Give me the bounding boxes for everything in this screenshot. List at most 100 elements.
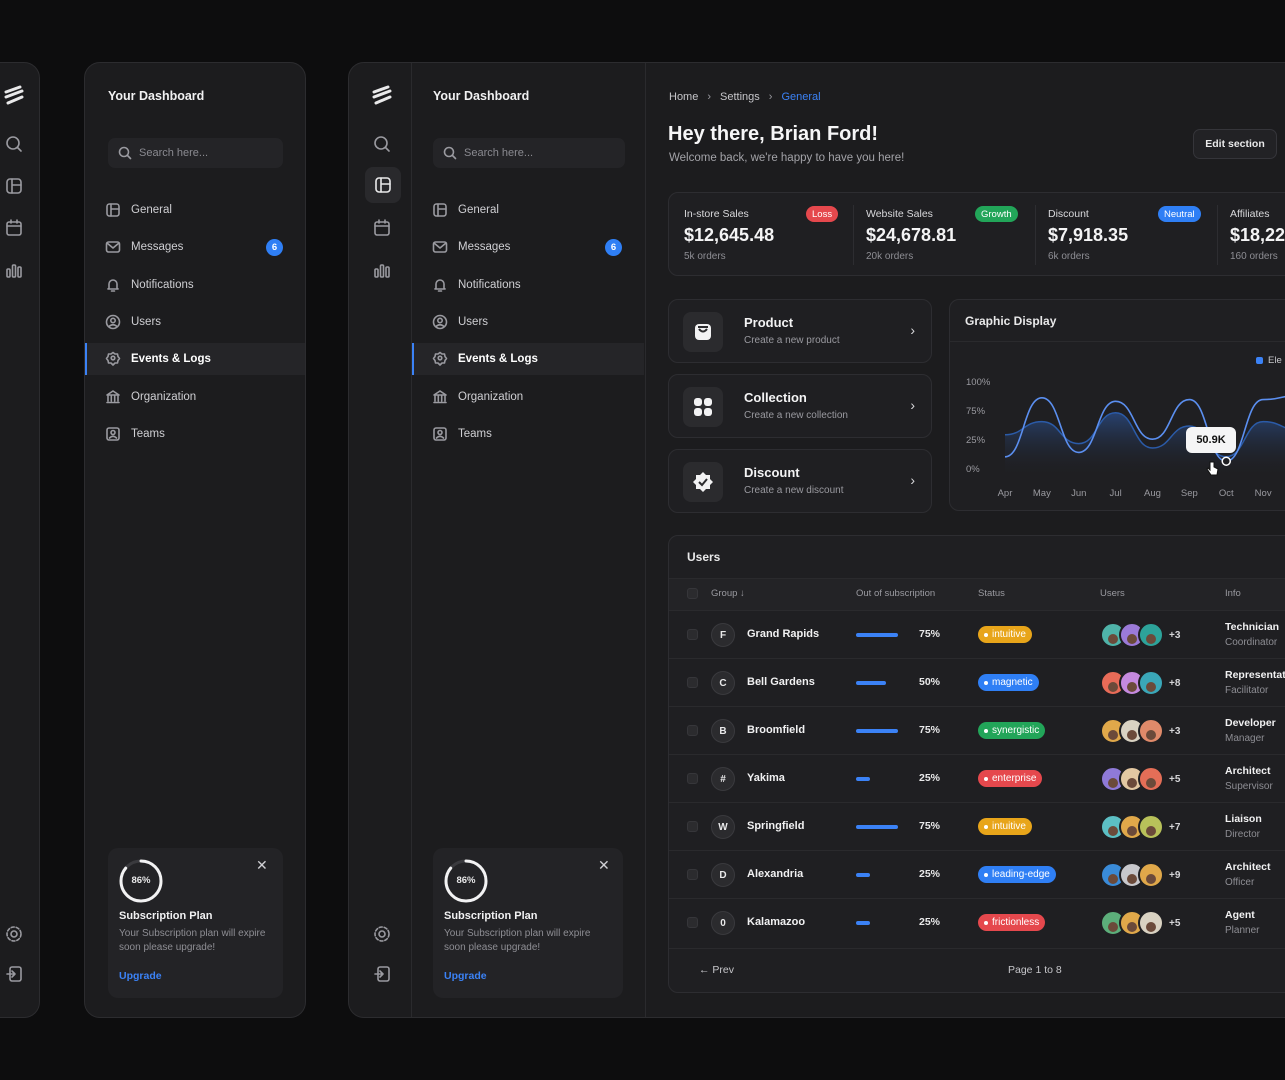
breadcrumb-settings[interactable]: Settings (720, 91, 760, 103)
sidebar-item-label: Organization (458, 390, 524, 403)
upgrade-link[interactable]: Upgrade (119, 970, 162, 982)
sidebar-item-general[interactable]: General (412, 194, 644, 226)
layout-icon[interactable] (365, 167, 401, 203)
select-all-checkbox[interactable] (687, 588, 698, 599)
sidebar-item-users[interactable]: Users (412, 306, 644, 338)
breadcrumb-home[interactable]: Home (669, 91, 699, 103)
logout-icon[interactable] (371, 963, 393, 985)
sidebar-item-messages[interactable]: Messages 6 (412, 231, 644, 263)
subscription-bar-fill (856, 633, 898, 637)
more-users-count[interactable]: +5 (1169, 917, 1181, 929)
close-icon[interactable]: ✕ (256, 857, 268, 873)
sidebar-item-notifications[interactable]: Notifications (412, 269, 644, 301)
sidebar-item-general[interactable]: General (85, 194, 305, 226)
more-users-count[interactable]: +8 (1169, 677, 1181, 689)
col-subscription: Out of subscription (856, 588, 936, 599)
row-checkbox[interactable] (687, 821, 698, 832)
table-row[interactable]: D Alexandria 25% leading-edge +9 Archite… (669, 850, 1285, 898)
prev-button[interactable]: ← Prev (699, 964, 734, 976)
badge-icon (432, 351, 448, 367)
sidebar-item-notifications[interactable]: Notifications (85, 269, 305, 301)
bell-icon (105, 277, 121, 293)
row-checkbox[interactable] (687, 917, 698, 928)
x-tick-label: May (1033, 488, 1051, 499)
table-row[interactable]: # Yakima 25% enterprise +5 Architect Sup… (669, 754, 1285, 802)
row-checkbox[interactable] (687, 773, 698, 784)
avatar[interactable] (1138, 670, 1164, 696)
sidebar-item-organization[interactable]: Organization (85, 381, 305, 413)
group-logo-icon: 0 (711, 911, 735, 935)
subscription-bar (856, 777, 900, 781)
search-input[interactable] (139, 147, 279, 159)
table-row[interactable]: W Springfield 75% intuitive +7 Liaison D… (669, 802, 1285, 850)
search-icon[interactable] (3, 133, 25, 155)
progress-ring (444, 859, 488, 903)
group-name: Broomfield (747, 724, 806, 736)
gear-icon[interactable] (371, 923, 393, 945)
table-header-bg (669, 578, 1285, 610)
left-rail-partial (0, 62, 40, 1018)
avatar[interactable] (1138, 766, 1164, 792)
sidebar-item-teams[interactable]: Teams (412, 418, 644, 450)
more-users-count[interactable]: +3 (1169, 629, 1181, 641)
gear-icon[interactable] (3, 923, 25, 945)
avatar[interactable] (1138, 622, 1164, 648)
group-logo-icon: B (711, 719, 735, 743)
close-icon[interactable]: ✕ (598, 857, 610, 873)
table-row[interactable]: 0 Kalamazoo 25% frictionless +5 Agent Pl… (669, 898, 1285, 946)
sidebar-item-label: Users (458, 315, 489, 328)
row-checkbox[interactable] (687, 629, 698, 640)
status-badge: Growth (975, 206, 1018, 222)
avatar[interactable] (1138, 910, 1164, 936)
action-subtitle: Create a new discount (744, 485, 844, 496)
breadcrumb-current[interactable]: General (781, 91, 821, 103)
stat-orders: 5k orders (684, 251, 726, 262)
col-group[interactable]: Group ↓ (711, 588, 745, 599)
calendar-icon[interactable] (3, 217, 25, 239)
search-box[interactable] (108, 138, 283, 168)
collection-card[interactable]: Collection Create a new collection › (668, 374, 932, 438)
row-checkbox[interactable] (687, 869, 698, 880)
product-card[interactable]: Product Create a new product › (668, 299, 932, 363)
chart-icon[interactable] (3, 259, 25, 281)
stat-card: Affiliates $18,22 160 orders (1230, 193, 1285, 277)
subscription-bar-fill (856, 681, 886, 685)
edit-section-button[interactable]: Edit section (1193, 129, 1277, 159)
status-dot (984, 776, 988, 781)
layout-icon (105, 202, 121, 218)
sidebar-item-messages[interactable]: Messages 6 (85, 231, 305, 263)
chevron-right-icon: › (910, 472, 915, 488)
search-icon[interactable] (371, 133, 393, 155)
table-row[interactable]: B Broomfield 75% synergistic +3 Develope… (669, 706, 1285, 754)
info-subrole: Planner (1225, 925, 1260, 936)
subscription-title: Subscription Plan (119, 910, 213, 922)
table-row[interactable]: C Bell Gardens 50% magnetic +8 Represent… (669, 658, 1285, 706)
table-row[interactable]: F Grand Rapids 75% intuitive +3 Technici… (669, 610, 1285, 658)
avatar[interactable] (1138, 862, 1164, 888)
more-users-count[interactable]: +5 (1169, 773, 1181, 785)
sidebar-item-teams[interactable]: Teams (85, 418, 305, 450)
sidebar-item-events-logs[interactable]: Events & Logs (412, 343, 644, 376)
subscription-percent: 75% (919, 628, 941, 640)
sidebar-item-users[interactable]: Users (85, 306, 305, 338)
calendar-icon[interactable] (371, 217, 393, 239)
more-users-count[interactable]: +9 (1169, 869, 1181, 881)
avatar[interactable] (1138, 814, 1164, 840)
info-role: Developer (1225, 717, 1276, 729)
chart-icon[interactable] (371, 259, 393, 281)
logout-icon[interactable] (3, 963, 25, 985)
layout-icon[interactable] (3, 175, 25, 197)
discount-card[interactable]: Discount Create a new discount › (668, 449, 932, 513)
sidebar-item-organization[interactable]: Organization (412, 381, 644, 413)
more-users-count[interactable]: +7 (1169, 821, 1181, 833)
search-input[interactable] (464, 147, 604, 159)
row-checkbox[interactable] (687, 677, 698, 688)
row-checkbox[interactable] (687, 725, 698, 736)
search-box[interactable] (433, 138, 625, 168)
upgrade-link[interactable]: Upgrade (444, 970, 487, 982)
more-users-count[interactable]: +3 (1169, 725, 1181, 737)
avatar[interactable] (1138, 718, 1164, 744)
sidebar-item-events-logs[interactable]: Events & Logs (85, 343, 305, 376)
x-tick-label: Jul (1110, 488, 1122, 499)
area-chart[interactable]: 100%75%25%0%AprMayJunJulAugSepOctNovDec (950, 300, 1285, 511)
